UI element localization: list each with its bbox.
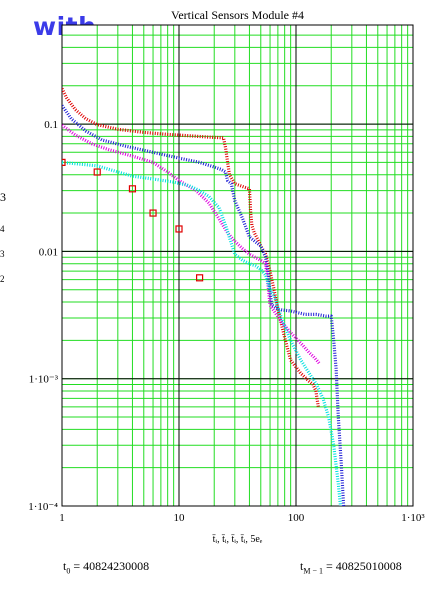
y-axis-label-fragment: 4 [0, 224, 5, 234]
data-point [149, 209, 157, 217]
x-tick-label: 1 [59, 512, 65, 524]
series-line [62, 123, 322, 366]
stat-tm: tM − 1 = 40825010008 [300, 559, 402, 575]
stat-tm-value: = 40825010008 [322, 559, 402, 573]
y-tick-label: 1·10⁻⁴ [28, 501, 58, 513]
y-tick-label: 0.1 [44, 119, 58, 131]
stat-t0: t0 = 40824230008 [63, 559, 149, 575]
y-axis-label-fragment: 3 [0, 249, 5, 259]
x-tick-label: 1·10³ [401, 512, 425, 524]
x-tick-label: 10 [174, 512, 186, 524]
series-4 [62, 160, 343, 506]
data-point [196, 274, 204, 282]
data-point [93, 168, 101, 176]
stat-tm-prefix: t [300, 559, 304, 573]
data-point [62, 158, 66, 166]
data-point [175, 225, 183, 233]
y-tick-label: 0.01 [39, 246, 58, 258]
plot-frame [61, 24, 414, 507]
y-axis-label-fragment: 2 [0, 274, 5, 284]
series-line [62, 104, 346, 506]
x-tick-label: 100 [288, 512, 305, 524]
x-axis-label: t̄ᵢ, t̄ᵢ, t̄ᵢ, t̄ᵢ, 5eₑ [212, 534, 263, 545]
y-tick-label: 1·10⁻³ [29, 374, 59, 386]
series-5 [62, 158, 204, 282]
chart-title: Vertical Sensors Module #4 [171, 8, 304, 22]
stat-tm-sub: M − 1 [303, 566, 323, 576]
data-point [128, 185, 137, 193]
stat-t0-value: = 40824230008 [70, 559, 150, 573]
stat-t0-prefix: t [63, 559, 67, 573]
series-2 [62, 104, 346, 506]
plot-area [62, 25, 413, 506]
stat-t0-sub: 0 [66, 566, 71, 576]
series-3 [62, 123, 322, 366]
y-axis-label-fragment: 3 [0, 190, 6, 204]
series-line [62, 160, 343, 506]
